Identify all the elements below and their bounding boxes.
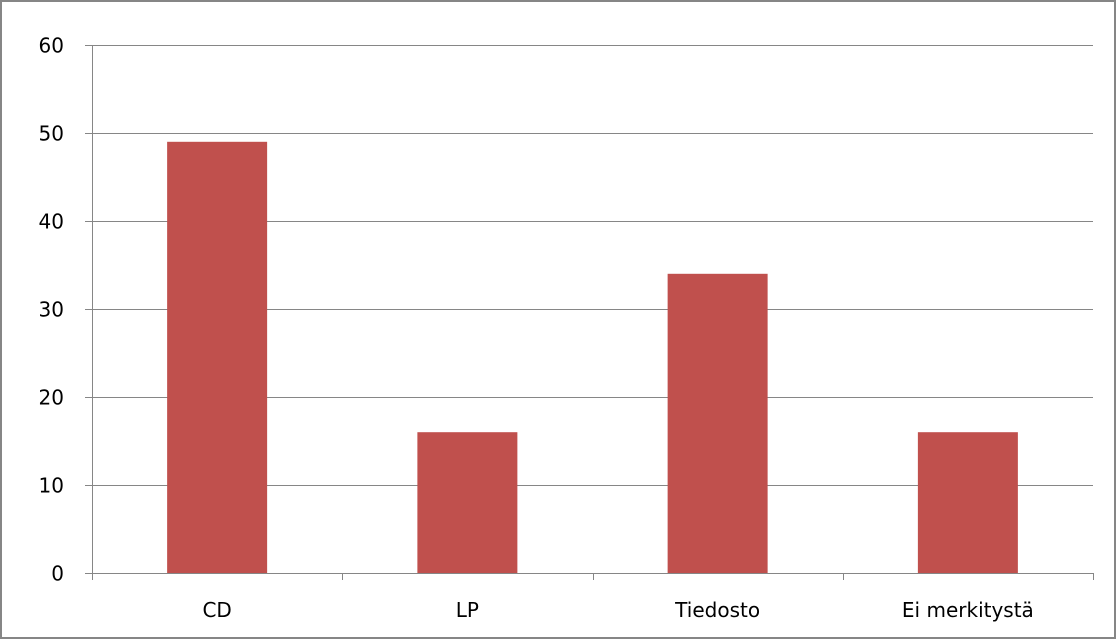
- y-tick-label-10: 10: [39, 474, 64, 498]
- x-tick-label-3: Ei merkitystä: [902, 598, 1034, 622]
- y-tick-label-50: 50: [39, 122, 64, 146]
- bar-cd: [167, 141, 268, 574]
- bar-ei-merkitystä: [917, 432, 1018, 573]
- y-tick-label-0: 0: [51, 562, 64, 586]
- x-tick-label-0: CD: [202, 598, 231, 622]
- bar-tiedosto: [667, 273, 768, 573]
- x-tick-label-2: Tiedosto: [674, 598, 760, 622]
- bar-lp: [417, 432, 518, 573]
- bars: [167, 141, 1018, 574]
- y-tick-label-20: 20: [39, 386, 64, 410]
- y-tick-label-40: 40: [39, 210, 64, 234]
- y-tick-label-60: 60: [39, 34, 64, 58]
- x-tick-label-1: LP: [456, 598, 479, 622]
- tick-labels: 0 10 20 30 40 50 60 CD LP Tiedosto Ei merkitystä: [39, 34, 1034, 623]
- axes: [85, 45, 1094, 580]
- y-tick-label-30: 30: [39, 298, 64, 322]
